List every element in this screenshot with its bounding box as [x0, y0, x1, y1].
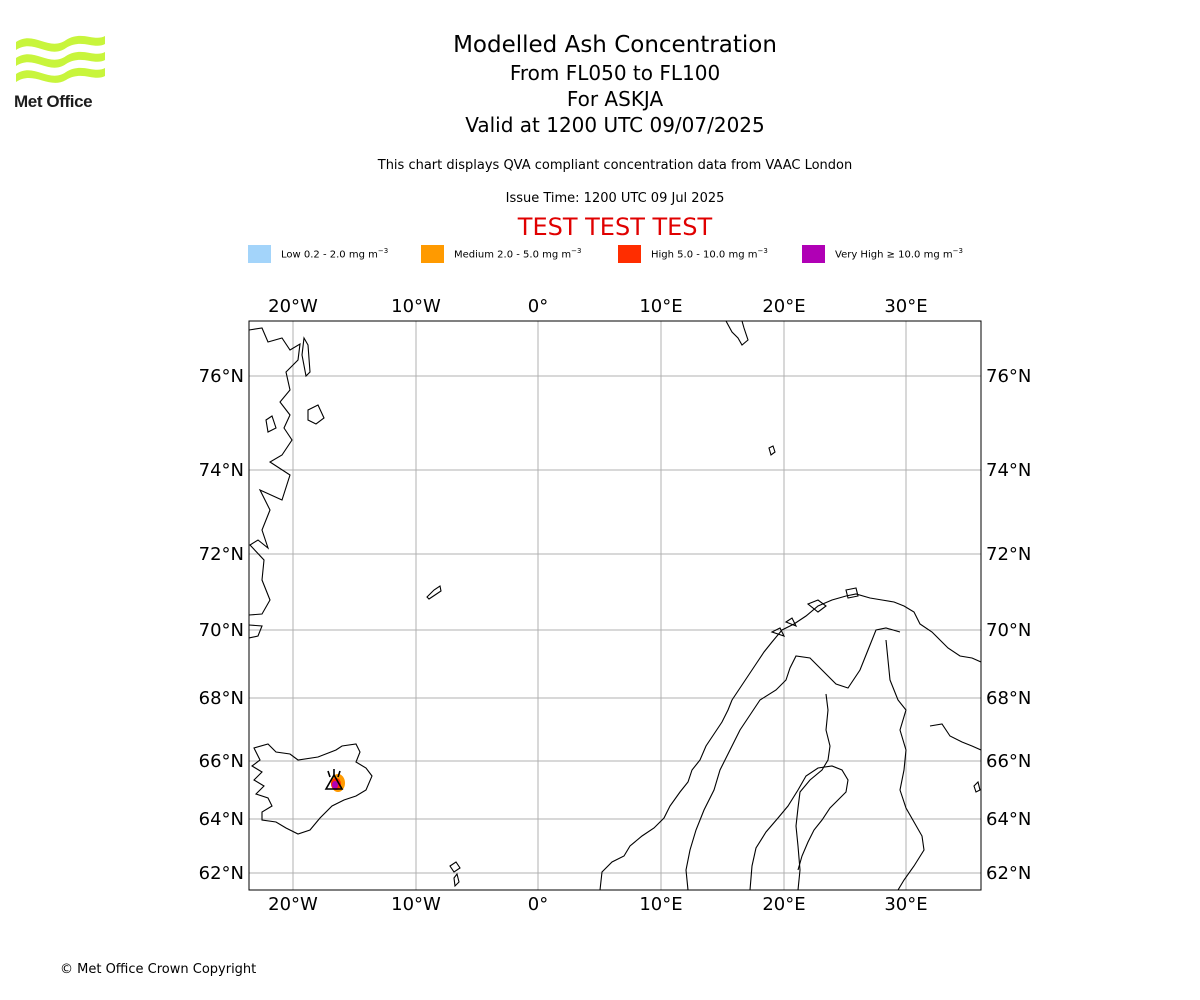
lon-label-top: 20°E — [762, 296, 805, 317]
lon-label-bottom: 20°E — [762, 894, 805, 915]
lon-label-top: 10°E — [639, 296, 682, 317]
lon-label-bottom: 30°E — [884, 894, 927, 915]
sweden-coast-baltic — [749, 765, 849, 890]
met-office-waves-icon — [16, 35, 105, 83]
valid-time-subtitle: Valid at 1200 UTC 09/07/2025 — [465, 113, 765, 137]
lon-label-top: 20°W — [268, 296, 318, 317]
issue-time: Issue Time: 1200 UTC 09 Jul 2025 — [505, 191, 725, 206]
greenland-fjord — [249, 624, 263, 639]
lat-label-right: 70°N — [986, 620, 1031, 641]
volcano-subtitle: For ASKJA — [566, 87, 664, 111]
legend-item-low: Low 0.2 - 2.0 mg m−3 — [248, 244, 388, 264]
met-office-logo: Met Office — [14, 30, 109, 112]
bear-island — [768, 445, 776, 456]
lon-label-top: 30°E — [884, 296, 927, 317]
jan-mayen — [426, 585, 442, 600]
chart-description: This chart displays QVA compliant concen… — [377, 158, 853, 173]
map-frame — [248, 320, 982, 891]
lat-label-left: 70°N — [199, 620, 244, 641]
svalbard-coast — [725, 321, 749, 346]
lat-label-right: 76°N — [986, 366, 1031, 387]
lat-label-left: 74°N — [199, 460, 244, 481]
lon-labels-bottom: 20°W 10°W 0° 10°E 20°E 30°E — [268, 894, 927, 915]
chart-title: Modelled Ash Concentration — [453, 32, 777, 58]
sweden-finland-border — [795, 693, 831, 890]
ash-very-high-patch — [332, 781, 338, 789]
lon-label-bottom: 20°W — [268, 894, 318, 915]
legend-swatch-very-high — [802, 245, 825, 263]
lat-label-left: 64°N — [199, 809, 244, 830]
greenland-island-1 — [301, 336, 311, 378]
legend-label-low: Low 0.2 - 2.0 mg m−3 — [281, 247, 389, 261]
lat-label-right: 68°N — [986, 688, 1031, 709]
lon-labels-top: 20°W 10°W 0° 10°E 20°E 30°E — [268, 296, 927, 317]
lon-label-top: 0° — [528, 296, 548, 317]
lon-label-top: 10°W — [391, 296, 441, 317]
legend-swatch-low — [248, 245, 271, 263]
lat-label-left: 72°N — [199, 544, 244, 565]
lat-label-right: 74°N — [986, 460, 1031, 481]
lat-label-left: 76°N — [199, 366, 244, 387]
lat-label-right: 62°N — [986, 863, 1031, 884]
lat-label-left: 62°N — [199, 863, 244, 884]
lon-label-bottom: 10°W — [391, 894, 441, 915]
finland-russia-border — [885, 639, 925, 890]
greenland-island-3 — [265, 415, 277, 433]
logo-text: Met Office — [14, 92, 93, 111]
flight-level-subtitle: From FL050 to FL100 — [509, 61, 721, 85]
scandinavia-coast — [599, 593, 981, 890]
greenland-island-2 — [307, 404, 325, 425]
greenland-coast — [249, 327, 301, 616]
lat-label-right: 66°N — [986, 751, 1031, 772]
title-block: Modelled Ash Concentration From FL050 to… — [0, 30, 1200, 138]
volcano-marker-icon — [324, 769, 344, 790]
lon-label-bottom: 0° — [528, 894, 548, 915]
faroe-islands — [449, 861, 461, 888]
copyright-notice: © Met Office Crown Copyright — [60, 962, 257, 977]
lat-label-left: 68°N — [199, 688, 244, 709]
graticule — [249, 321, 981, 890]
norway-islands — [770, 587, 859, 637]
legend-swatch-high — [618, 245, 641, 263]
legend-item-very-high: Very High ≥ 10.0 mg m−3 — [802, 244, 963, 264]
kola-peninsula — [929, 723, 981, 751]
legend-label-very-high: Very High ≥ 10.0 mg m−3 — [835, 247, 963, 261]
coastlines — [249, 321, 981, 890]
legend-label-medium: Medium 2.0 - 5.0 mg m−3 — [454, 247, 582, 261]
white-sea-island — [973, 780, 981, 793]
lat-labels-left: 76°N 74°N 72°N 70°N 68°N 66°N 64°N 62°N — [199, 366, 244, 884]
test-banner: TEST TEST TEST — [517, 213, 713, 241]
legend-item-medium: Medium 2.0 - 5.0 mg m−3 — [421, 244, 581, 264]
norway-sweden-border — [685, 627, 901, 890]
legend-item-high: High 5.0 - 10.0 mg m−3 — [618, 244, 768, 264]
legend-swatch-medium — [421, 245, 444, 263]
lon-label-bottom: 10°E — [639, 894, 682, 915]
iceland-coast — [251, 743, 373, 835]
lat-labels-right: 76°N 74°N 72°N 70°N 68°N 66°N 64°N 62°N — [986, 366, 1031, 884]
legend-label-high: High 5.0 - 10.0 mg m−3 — [651, 247, 768, 261]
lat-label-right: 64°N — [986, 809, 1031, 830]
lat-label-right: 72°N — [986, 544, 1031, 565]
lat-label-left: 66°N — [199, 751, 244, 772]
